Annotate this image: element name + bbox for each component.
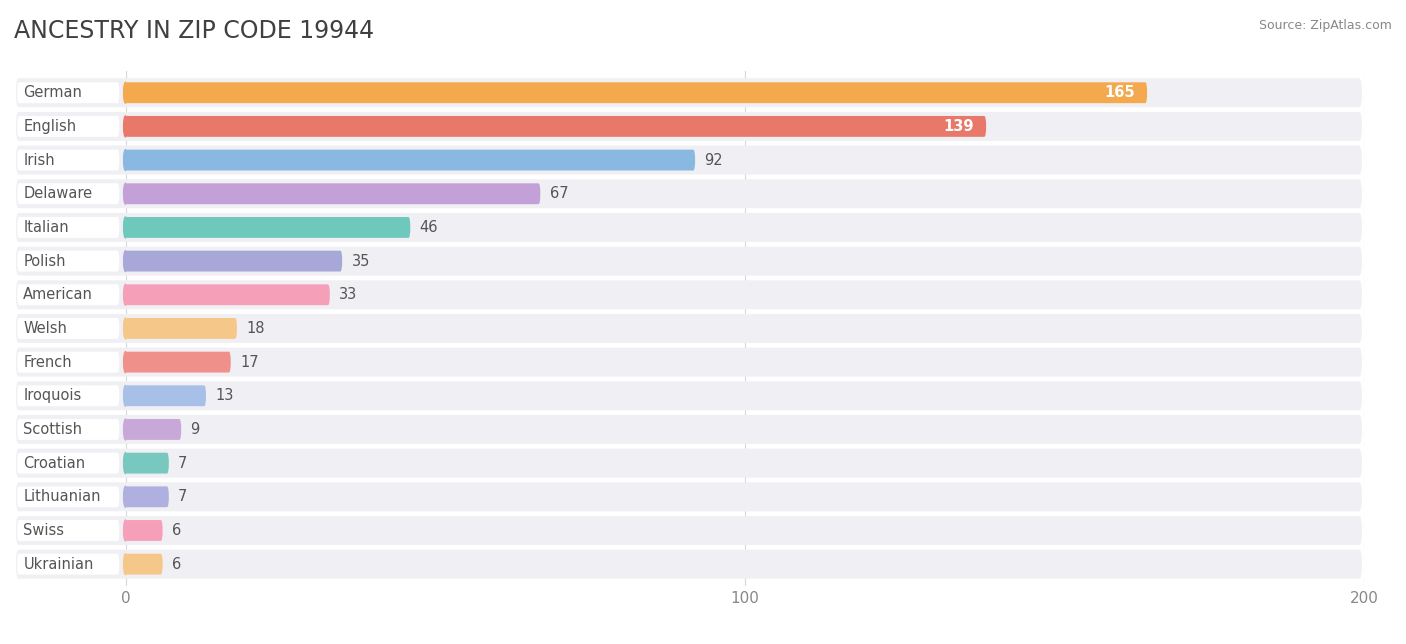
FancyBboxPatch shape <box>17 486 120 507</box>
Text: ANCESTRY IN ZIP CODE 19944: ANCESTRY IN ZIP CODE 19944 <box>14 19 374 43</box>
Text: 7: 7 <box>179 489 187 504</box>
FancyBboxPatch shape <box>17 251 120 272</box>
FancyBboxPatch shape <box>125 554 163 574</box>
Text: 7: 7 <box>179 456 187 471</box>
FancyBboxPatch shape <box>125 453 169 473</box>
FancyBboxPatch shape <box>125 149 695 171</box>
FancyBboxPatch shape <box>15 213 1362 242</box>
Circle shape <box>124 82 128 103</box>
Text: Delaware: Delaware <box>24 186 93 201</box>
Text: Polish: Polish <box>24 254 66 269</box>
Text: 46: 46 <box>419 220 439 235</box>
Text: Croatian: Croatian <box>24 456 86 471</box>
Text: English: English <box>24 119 76 134</box>
Circle shape <box>124 554 128 574</box>
Text: 67: 67 <box>550 186 568 201</box>
FancyBboxPatch shape <box>125 251 342 272</box>
FancyBboxPatch shape <box>15 79 1362 107</box>
FancyBboxPatch shape <box>15 314 1362 343</box>
FancyBboxPatch shape <box>125 352 231 372</box>
Text: Lithuanian: Lithuanian <box>24 489 101 504</box>
FancyBboxPatch shape <box>15 415 1362 444</box>
Text: Swiss: Swiss <box>24 523 65 538</box>
Text: Italian: Italian <box>24 220 69 235</box>
Text: 92: 92 <box>704 153 723 167</box>
Text: Irish: Irish <box>24 153 55 167</box>
FancyBboxPatch shape <box>17 116 120 137</box>
Text: Welsh: Welsh <box>24 321 67 336</box>
Text: Scottish: Scottish <box>24 422 83 437</box>
Text: American: American <box>24 287 93 302</box>
Circle shape <box>124 217 128 238</box>
FancyBboxPatch shape <box>125 217 411 238</box>
FancyBboxPatch shape <box>17 385 120 406</box>
FancyBboxPatch shape <box>17 352 120 372</box>
FancyBboxPatch shape <box>15 550 1362 578</box>
Text: 13: 13 <box>215 388 233 403</box>
FancyBboxPatch shape <box>15 516 1362 545</box>
Text: Source: ZipAtlas.com: Source: ZipAtlas.com <box>1258 19 1392 32</box>
FancyBboxPatch shape <box>17 318 120 339</box>
FancyBboxPatch shape <box>15 381 1362 410</box>
FancyBboxPatch shape <box>125 285 330 305</box>
FancyBboxPatch shape <box>17 419 120 440</box>
Circle shape <box>124 486 128 507</box>
Circle shape <box>124 385 128 406</box>
FancyBboxPatch shape <box>125 419 181 440</box>
FancyBboxPatch shape <box>17 184 120 204</box>
Circle shape <box>124 251 128 272</box>
FancyBboxPatch shape <box>125 318 238 339</box>
Text: 33: 33 <box>339 287 357 302</box>
FancyBboxPatch shape <box>15 146 1362 175</box>
Circle shape <box>124 520 128 541</box>
Text: 17: 17 <box>240 355 259 370</box>
FancyBboxPatch shape <box>125 116 986 137</box>
FancyBboxPatch shape <box>17 520 120 541</box>
FancyBboxPatch shape <box>125 520 163 541</box>
Circle shape <box>124 318 128 339</box>
FancyBboxPatch shape <box>15 482 1362 511</box>
Text: 6: 6 <box>172 523 181 538</box>
FancyBboxPatch shape <box>125 486 169 507</box>
FancyBboxPatch shape <box>17 453 120 473</box>
FancyBboxPatch shape <box>15 449 1362 478</box>
FancyBboxPatch shape <box>17 217 120 238</box>
FancyBboxPatch shape <box>17 285 120 305</box>
Circle shape <box>124 453 128 473</box>
Circle shape <box>124 285 128 305</box>
Text: 6: 6 <box>172 556 181 572</box>
FancyBboxPatch shape <box>17 149 120 171</box>
FancyBboxPatch shape <box>125 82 1147 103</box>
Text: 9: 9 <box>191 422 200 437</box>
Circle shape <box>124 116 128 137</box>
FancyBboxPatch shape <box>15 112 1362 141</box>
Text: 165: 165 <box>1104 85 1135 100</box>
Circle shape <box>124 352 128 372</box>
FancyBboxPatch shape <box>125 184 540 204</box>
Text: Ukrainian: Ukrainian <box>24 556 94 572</box>
FancyBboxPatch shape <box>15 179 1362 208</box>
Circle shape <box>124 184 128 204</box>
Text: German: German <box>24 85 82 100</box>
Circle shape <box>124 419 128 440</box>
FancyBboxPatch shape <box>15 348 1362 377</box>
FancyBboxPatch shape <box>17 82 120 103</box>
Text: Iroquois: Iroquois <box>24 388 82 403</box>
FancyBboxPatch shape <box>15 247 1362 276</box>
FancyBboxPatch shape <box>15 280 1362 309</box>
Text: 139: 139 <box>943 119 974 134</box>
Circle shape <box>124 149 128 171</box>
Text: 35: 35 <box>352 254 370 269</box>
Text: 18: 18 <box>246 321 264 336</box>
FancyBboxPatch shape <box>17 554 120 574</box>
Text: French: French <box>24 355 72 370</box>
FancyBboxPatch shape <box>125 385 207 406</box>
